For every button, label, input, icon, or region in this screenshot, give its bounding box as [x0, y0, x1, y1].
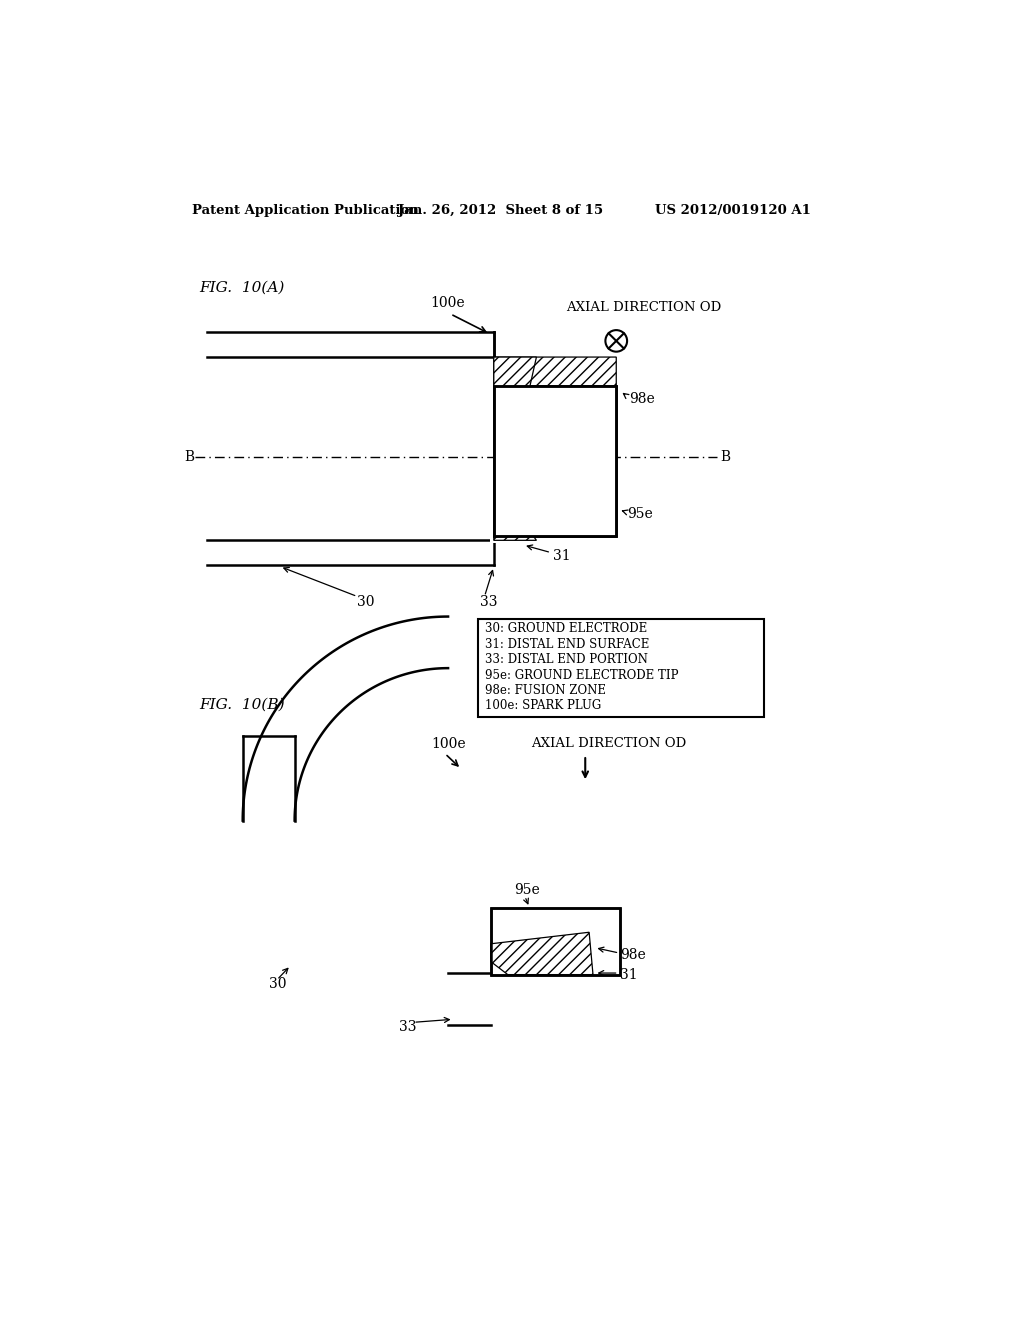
Text: AXIAL DIRECTION OD: AXIAL DIRECTION OD: [531, 737, 686, 750]
Bar: [489, 409, 621, 544]
Text: 31: 31: [553, 549, 570, 562]
Text: 98e: 98e: [621, 948, 646, 962]
Bar: [494, 385, 616, 536]
Bar: [494, 385, 616, 536]
Text: 100e: SPARK PLUG: 100e: SPARK PLUG: [485, 700, 601, 713]
Text: 33: DISTAL END PORTION: 33: DISTAL END PORTION: [485, 653, 648, 667]
Bar: [494, 385, 616, 536]
Text: 95e: GROUND ELECTRODE TIP: 95e: GROUND ELECTRODE TIP: [485, 668, 679, 681]
Bar: [490, 908, 621, 974]
Polygon shape: [494, 358, 537, 395]
Bar: [490, 908, 621, 974]
Polygon shape: [494, 527, 537, 540]
Text: 33: 33: [399, 1020, 417, 1034]
Polygon shape: [490, 932, 593, 974]
Text: FIG.  10(B): FIG. 10(B): [200, 698, 285, 711]
Text: 100e: 100e: [432, 737, 466, 751]
Text: 30: 30: [357, 595, 375, 609]
Text: 98e: FUSION ZONE: 98e: FUSION ZONE: [485, 684, 606, 697]
Text: 33: 33: [480, 595, 498, 609]
Text: AXIAL DIRECTION OD: AXIAL DIRECTION OD: [566, 301, 721, 314]
Text: 98e: 98e: [629, 392, 654, 405]
Text: B: B: [720, 450, 730, 465]
Text: FIG.  10(A): FIG. 10(A): [200, 281, 285, 294]
Text: Jan. 26, 2012  Sheet 8 of 15: Jan. 26, 2012 Sheet 8 of 15: [397, 205, 603, 218]
Text: 95e: 95e: [627, 507, 653, 521]
Text: 95e: 95e: [514, 883, 540, 896]
Bar: [478, 619, 764, 718]
Text: 30: GROUND ELECTRODE: 30: GROUND ELECTRODE: [485, 622, 647, 635]
Text: 30: 30: [269, 977, 287, 991]
Text: Patent Application Publication: Patent Application Publication: [191, 205, 418, 218]
Text: 100e: 100e: [430, 296, 465, 310]
Text: B: B: [183, 450, 194, 465]
Text: US 2012/0019120 A1: US 2012/0019120 A1: [655, 205, 811, 218]
Text: 31: 31: [621, 968, 638, 982]
Polygon shape: [494, 358, 616, 401]
Text: 31: DISTAL END SURFACE: 31: DISTAL END SURFACE: [485, 638, 649, 651]
